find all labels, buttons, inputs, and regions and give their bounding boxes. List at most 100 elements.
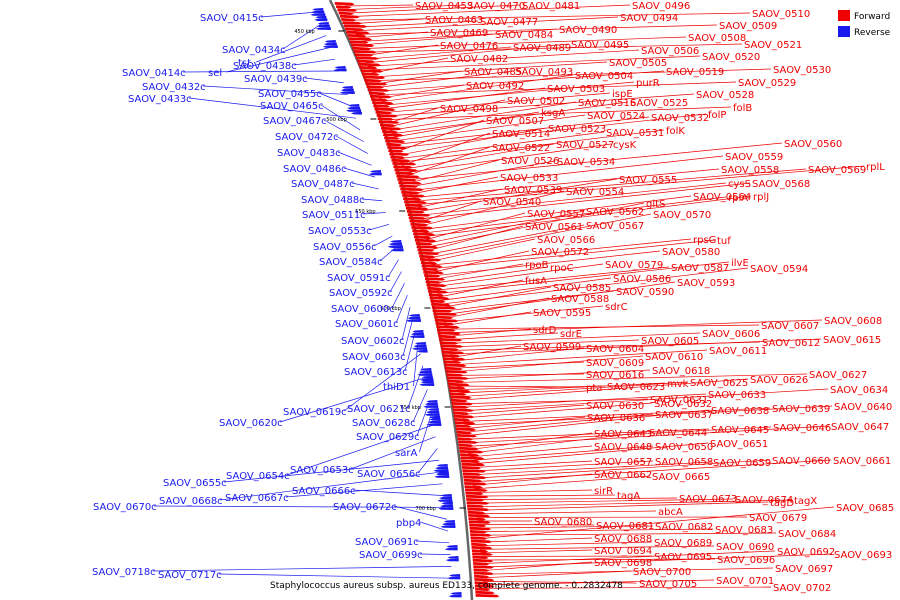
forward-gene-arrow xyxy=(404,200,427,204)
forward-connector xyxy=(446,328,532,337)
reverse-gene-arrow xyxy=(346,109,362,112)
forward-gene-label: SAOV_0539 xyxy=(504,185,562,196)
forward-connector xyxy=(480,558,716,561)
forward-gene-arrow xyxy=(474,574,490,579)
forward-connector xyxy=(408,160,556,188)
forward-gene-label: pta xyxy=(586,383,602,394)
reverse-gene-label: SAOV_0591c xyxy=(327,273,391,284)
reverse-gene-label: SAOV_0438c xyxy=(233,61,297,72)
reverse-gene-label: SAOV_0487c xyxy=(291,179,355,190)
forward-gene-label: SAOV_0650 xyxy=(655,442,713,453)
forward-gene-label: SAOV_0509 xyxy=(719,21,777,32)
forward-gene-label: gltS xyxy=(646,199,665,210)
forward-gene-label: sdrD xyxy=(533,325,557,336)
forward-gene-arrow xyxy=(451,398,468,403)
forward-gene-arrow xyxy=(370,94,392,99)
reverse-gene-label: SAOV_0472c xyxy=(275,132,339,143)
forward-gene-label: SAOV_0482 xyxy=(450,54,508,65)
forward-connector xyxy=(451,345,522,358)
forward-gene-arrow xyxy=(440,344,464,348)
forward-gene-arrow xyxy=(463,478,483,483)
forward-connector xyxy=(345,4,466,10)
reverse-gene-label: SAOV_0666c xyxy=(292,486,356,497)
forward-gene-arrow xyxy=(375,110,393,115)
forward-connector xyxy=(377,81,737,96)
forward-connector xyxy=(416,182,727,216)
forward-gene-arrow xyxy=(450,395,472,399)
forward-gene-arrow xyxy=(452,408,474,412)
forward-connector xyxy=(456,373,808,383)
forward-gene-arrow xyxy=(382,130,399,134)
forward-connector xyxy=(459,398,649,405)
reverse-gene-label: SAOV_0486c xyxy=(283,164,347,175)
forward-connector xyxy=(351,18,424,25)
forward-gene-arrow xyxy=(425,280,442,284)
forward-gene-label: SAOV_0522 xyxy=(492,143,550,154)
forward-gene-arrow xyxy=(439,338,463,342)
forward-connector xyxy=(481,561,593,572)
reverse-gene-label: SAOV_0414c xyxy=(122,68,186,79)
forward-connector xyxy=(461,404,585,415)
forward-gene-arrow xyxy=(395,171,415,175)
forward-connector xyxy=(419,190,565,227)
forward-gene-arrow xyxy=(418,251,440,255)
forward-gene-arrow xyxy=(387,146,408,150)
forward-gene-label: SAOV_0579 xyxy=(605,260,663,271)
reverse-connector xyxy=(419,553,451,555)
forward-gene-arrow xyxy=(462,472,482,476)
forward-connector xyxy=(480,549,593,554)
forward-connector xyxy=(455,369,651,380)
forward-connector xyxy=(386,106,732,120)
forward-connector xyxy=(450,338,822,355)
reverse-gene-label: SAOV_0620c xyxy=(219,418,283,429)
forward-gene-arrow xyxy=(442,354,461,358)
forward-gene-arrow xyxy=(389,152,410,156)
reverse-gene-arrow xyxy=(435,466,449,470)
forward-gene-arrow xyxy=(470,539,493,543)
forward-connector xyxy=(374,70,463,85)
forward-gene-label: SAOV_0674 xyxy=(735,495,793,506)
forward-connector xyxy=(359,28,558,46)
forward-gene-arrow xyxy=(378,120,400,124)
forward-gene-arrow xyxy=(469,526,492,531)
forward-connector xyxy=(471,459,771,479)
forward-gene-arrow xyxy=(402,194,426,198)
scale-tick-label: 500 kbp xyxy=(326,117,346,123)
forward-gene-arrow xyxy=(428,290,449,294)
reverse-connector xyxy=(223,459,440,483)
reverse-gene-arrow xyxy=(434,475,450,478)
forward-connector xyxy=(430,239,716,270)
forward-gene-arrow xyxy=(431,302,451,307)
reverse-gene-arrow xyxy=(315,27,331,30)
forward-gene-label: SAOV_0630 xyxy=(586,401,644,412)
forward-gene-label: ispE xyxy=(612,89,633,100)
reverse-gene-arrow xyxy=(340,88,354,92)
forward-gene-label: SAOV_0688 xyxy=(594,534,652,545)
forward-gene-label: SAOV_0588 xyxy=(551,294,609,305)
forward-gene-label: ksgA xyxy=(541,108,565,119)
forward-connector xyxy=(391,101,629,135)
forward-gene-arrow xyxy=(342,21,362,25)
forward-gene-label: SAOV_0507 xyxy=(486,116,544,127)
forward-gene-label: SAOV_0567 xyxy=(586,221,644,232)
legend: Forward Reverse xyxy=(838,10,891,38)
forward-gene-arrow xyxy=(366,85,384,89)
forward-connector xyxy=(467,432,593,451)
forward-gene-label: SAOV_0661 xyxy=(833,456,891,467)
forward-gene-label: SAOV_0662 xyxy=(594,470,652,481)
forward-gene-label: SAOV_0690 xyxy=(716,542,774,553)
forward-gene-label: SAOV_0692 xyxy=(777,547,835,558)
reverse-gene-label: SAOV_0465c xyxy=(260,101,324,112)
forward-connector xyxy=(438,277,612,302)
forward-connector xyxy=(467,425,830,447)
forward-gene-arrow xyxy=(357,59,376,63)
reverse-connector xyxy=(260,11,317,18)
reverse-connector xyxy=(368,223,390,231)
forward-gene-arrow xyxy=(437,331,461,335)
forward-gene-label: SAOV_0495 xyxy=(571,40,629,51)
forward-gene-arrow xyxy=(365,82,388,86)
forward-gene-arrow xyxy=(346,30,370,35)
reverse-gene-arrow xyxy=(435,472,449,476)
reverse-gene-arrow xyxy=(418,370,432,374)
